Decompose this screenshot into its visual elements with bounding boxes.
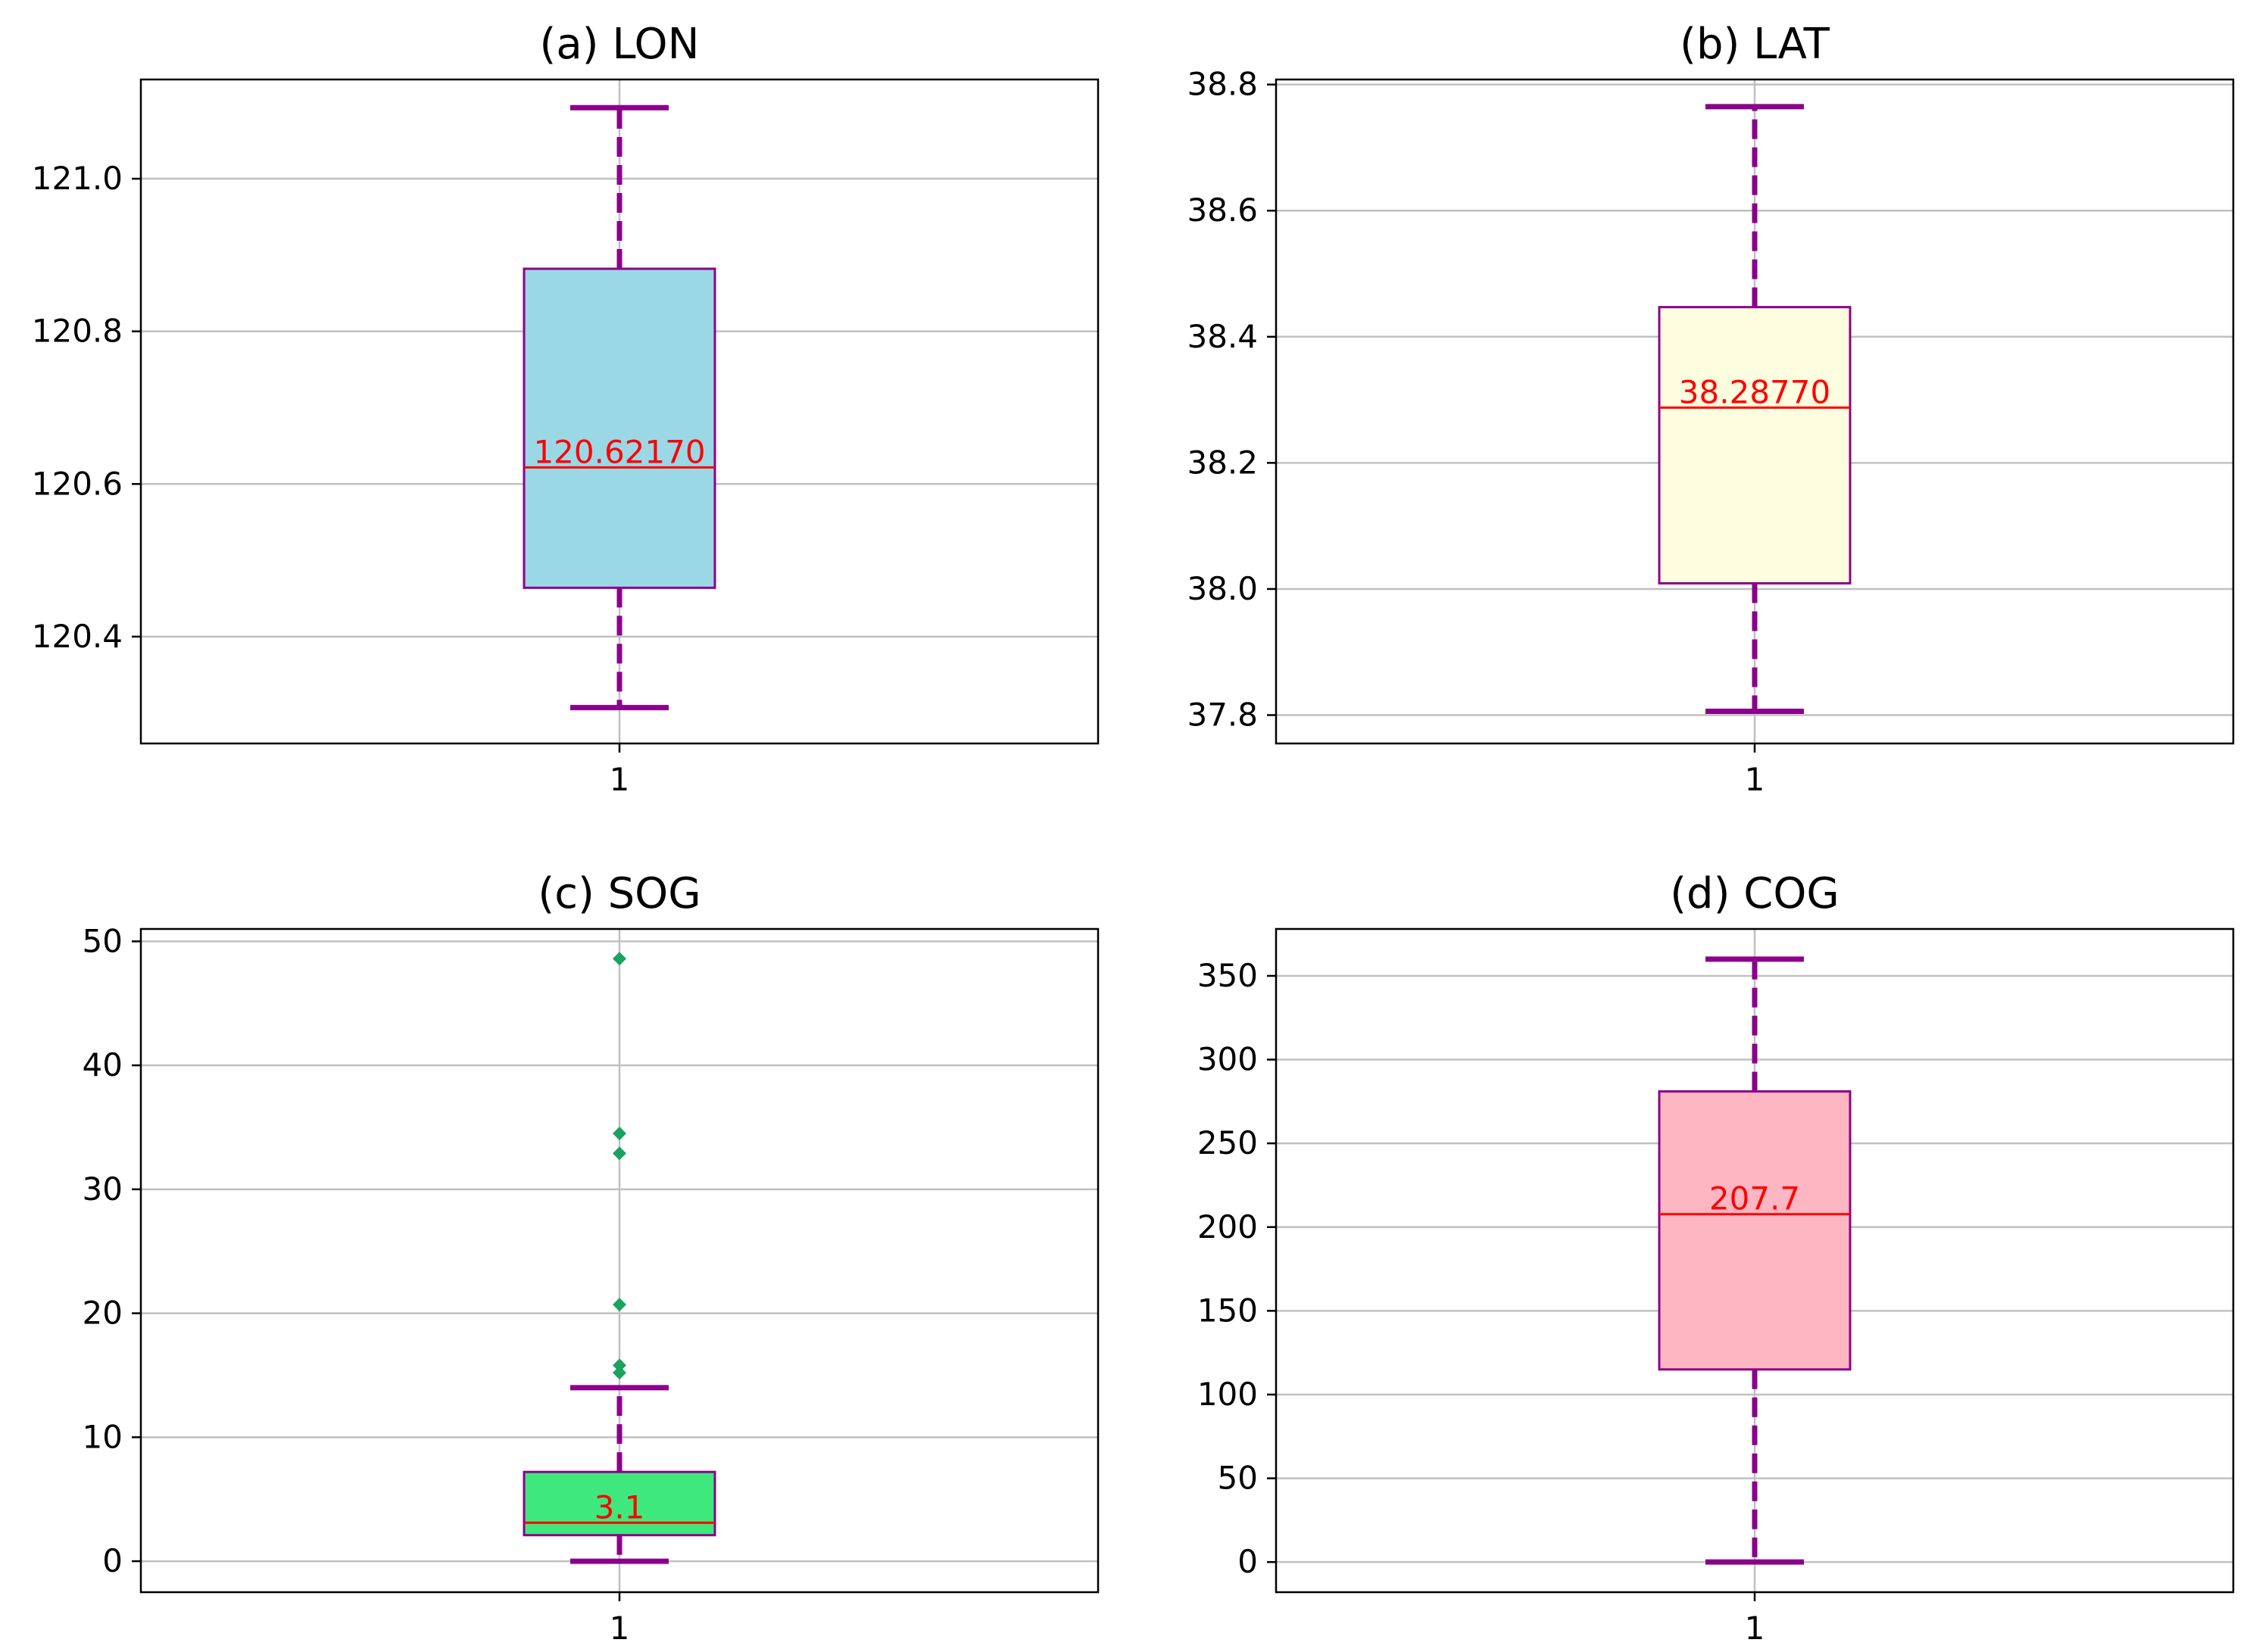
y-tick-label: 150 (1197, 1292, 1258, 1329)
panel-2: (b) LAT 37.8 38.0 38.2 38.4 38.6 38.8 1 38.28770 (1187, 20, 2235, 798)
y-tick-label: 38.4 (1187, 318, 1258, 355)
y-tick-label: 250 (1197, 1124, 1258, 1161)
y-tick-label: 200 (1197, 1208, 1258, 1245)
outlier-point (613, 1366, 626, 1380)
y-tick-label: 38.6 (1187, 192, 1258, 229)
y-tick-label: 120.8 (32, 313, 123, 350)
axes-frame (1275, 927, 2235, 1594)
median-label: 38.28770 (1679, 373, 1830, 410)
y-tick-label: 0 (102, 1542, 123, 1579)
axes-frame (1275, 78, 2235, 745)
y-tick-label: 0 (1237, 1543, 1258, 1580)
y-tick-label: 121.0 (32, 160, 123, 197)
box-iqr (523, 1470, 716, 1537)
y-tick-label: 37.8 (1187, 697, 1258, 734)
y-tick-label: 50 (1218, 1460, 1258, 1497)
y-tick-label: 350 (1197, 957, 1258, 994)
y-tick-label: 38.8 (1187, 66, 1258, 103)
panel-title: (a) LON (540, 20, 700, 69)
box-iqr (523, 267, 716, 589)
y-tick-label: 50 (83, 922, 123, 959)
y-tick-label: 120.4 (32, 618, 123, 655)
y-tick-label: 20 (83, 1295, 123, 1332)
panel-title: (d) COG (1670, 869, 1839, 918)
outlier-point (613, 1127, 626, 1141)
y-tick-label: 300 (1197, 1041, 1258, 1078)
outlier-point (613, 1146, 626, 1161)
y-tick-label: 10 (83, 1418, 123, 1455)
y-tick-label: 120.6 (32, 465, 123, 502)
y-tick-label: 38.0 (1187, 570, 1258, 607)
outlier-point (613, 1358, 626, 1373)
y-tick-label: 40 (83, 1046, 123, 1083)
panel-title: (c) SOG (538, 869, 701, 918)
x-tick-label: 1 (1745, 761, 1765, 798)
x-tick-label: 1 (610, 761, 630, 798)
axes-frame (139, 78, 1100, 745)
box-iqr (1658, 306, 1852, 584)
panel-title: (b) LAT (1680, 20, 1830, 69)
y-tick-label: 38.2 (1187, 444, 1258, 481)
outlier-point (613, 952, 626, 966)
median-label: 207.7 (1709, 1180, 1800, 1217)
median-label: 3.1 (594, 1488, 645, 1526)
panel-1: (a) LON 120.4 120.6 120.8 121.0 1 120.62170 (32, 20, 1100, 798)
axes-frame (139, 927, 1100, 1594)
box-iqr (1658, 1090, 1852, 1371)
x-tick-label: 1 (1745, 1610, 1765, 1647)
y-tick-label: 100 (1197, 1376, 1258, 1413)
panel-3: (c) SOG 0 10 20 30 40 50 1 3.1 (83, 869, 1100, 1647)
panel-4: (d) COG 0 50 100 150 200 250 300 350 1 207.7 (1197, 869, 2235, 1647)
y-tick-label: 30 (83, 1170, 123, 1208)
x-tick-label: 1 (610, 1610, 630, 1647)
median-label: 120.62170 (533, 433, 705, 470)
outlier-point (613, 1298, 626, 1312)
